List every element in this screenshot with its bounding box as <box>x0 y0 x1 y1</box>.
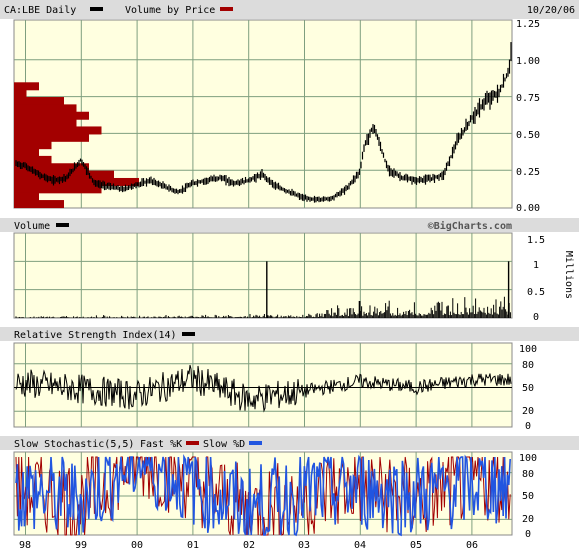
stoch-tick-label: 50 <box>522 491 534 502</box>
vbp-bar <box>14 111 89 120</box>
rsi-header-bar <box>0 327 579 341</box>
stoch-axis: 100 80 50 20 0 <box>519 453 537 540</box>
stoch-series <box>15 454 511 537</box>
vbp-bar <box>14 119 77 128</box>
vbp-bar <box>14 200 64 209</box>
x-tick-label: 98 <box>19 540 31 551</box>
fast-k-legend-swatch <box>186 441 199 445</box>
vbp-bar <box>14 141 52 150</box>
x-tick-label: 04 <box>354 540 366 551</box>
vbp-bar <box>14 185 102 194</box>
stoch-header-bar <box>0 436 579 450</box>
x-tick-label: 99 <box>75 540 87 551</box>
volume-units-label: Millions <box>563 251 574 299</box>
price-tick-label: 0.25 <box>516 167 540 178</box>
rsi-tick-label: 80 <box>522 360 534 371</box>
x-axis: 98 99 00 01 02 03 04 05 06 <box>19 540 478 551</box>
vbp-bar <box>14 104 77 113</box>
x-tick-label: 06 <box>466 540 478 551</box>
volume-series <box>15 261 511 318</box>
price-tick-label: 0.75 <box>516 93 540 104</box>
fast-k-label: Fast %K <box>140 439 182 450</box>
vbp-bar <box>14 177 139 186</box>
price-tick-label: 1.00 <box>516 56 540 67</box>
rsi-label: Relative Strength Index(14) <box>14 330 177 341</box>
vbp-bar <box>14 192 39 201</box>
rsi-legend-swatch <box>182 332 195 336</box>
rsi-series <box>15 364 512 413</box>
rsi-tick-label: 50 <box>522 383 534 394</box>
volume-plot-area <box>13 232 513 319</box>
volume-axis: 1.5 1 0.5 0 Millions <box>527 235 574 323</box>
vbp-bar <box>14 133 89 142</box>
price-tick-label: 0.50 <box>516 130 540 141</box>
slow-d-legend-swatch <box>249 441 262 445</box>
x-tick-label: 03 <box>298 540 310 551</box>
watermark: ©BigCharts.com <box>428 220 512 232</box>
vbp-bar <box>14 126 102 135</box>
volume-tick-label: 0.5 <box>527 287 545 298</box>
rsi-axis: 100 80 50 20 0 <box>519 344 537 432</box>
vbp-bar <box>14 82 39 91</box>
vbp-legend-swatch <box>220 7 233 11</box>
x-tick-label: 02 <box>243 540 255 551</box>
price-tick-label: 1.25 <box>516 19 540 30</box>
vbp-bar <box>14 89 27 98</box>
symbol-label: CA:LBE Daily <box>4 5 76 16</box>
price-series <box>15 42 512 203</box>
volume-grid <box>14 233 512 318</box>
header-bar <box>0 0 579 19</box>
slow-d-label: Slow %D <box>203 439 245 450</box>
x-tick-label: 00 <box>131 540 143 551</box>
price-tick-label: 0.00 <box>516 203 540 214</box>
x-tick-label: 05 <box>410 540 422 551</box>
vbp-bar <box>14 97 64 106</box>
volume-header-bar <box>0 218 579 232</box>
volume-legend-swatch <box>56 223 69 227</box>
rsi-line <box>15 364 512 413</box>
volume-tick-label: 0 <box>533 312 539 323</box>
stoch-tick-label: 20 <box>522 514 534 525</box>
vbp-bar <box>14 148 39 157</box>
stoch-label: Slow Stochastic(5,5) <box>14 439 134 450</box>
vbp-bar <box>14 155 52 164</box>
volume-tick-label: 1.5 <box>527 235 545 246</box>
rsi-tick-label: 20 <box>522 406 534 417</box>
vbp-label: Volume by Price <box>125 5 215 16</box>
rsi-tick-label: 0 <box>525 421 531 432</box>
stoch-tick-label: 0 <box>525 529 531 540</box>
volume-label: Volume <box>14 221 50 232</box>
rsi-tick-label: 100 <box>519 344 537 355</box>
vbp-bar <box>14 163 89 172</box>
slow-d-line <box>15 454 511 537</box>
price-axis: 1.25 1.00 0.75 0.50 0.25 0.00 <box>516 19 540 214</box>
price-legend-swatch <box>90 7 103 11</box>
x-tick-label: 01 <box>187 540 199 551</box>
volume-tick-label: 1 <box>533 260 539 271</box>
stoch-tick-label: 80 <box>522 469 534 480</box>
stoch-tick-label: 100 <box>519 453 537 464</box>
date-label: 10/20/06 <box>527 5 575 16</box>
